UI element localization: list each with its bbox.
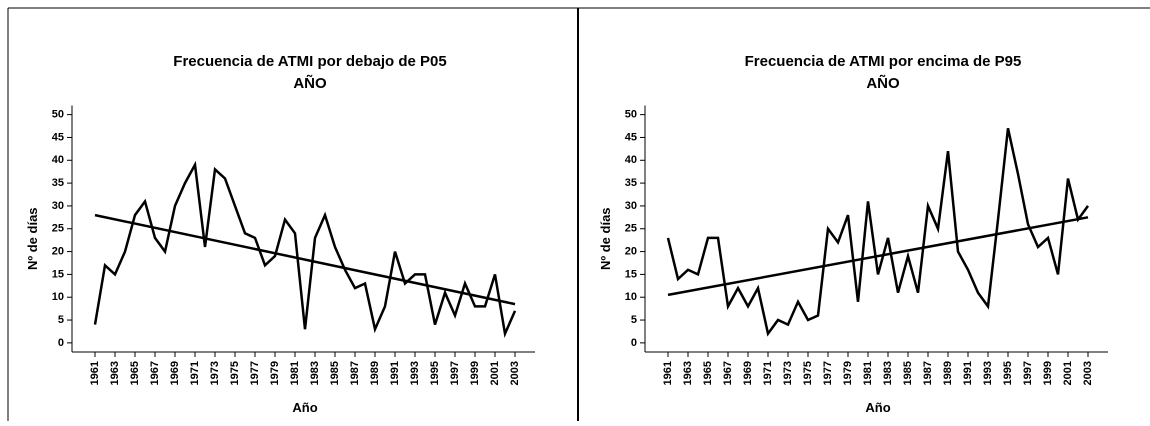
x-tick-label: 1975	[229, 361, 241, 385]
x-tick-label: 2003	[509, 361, 521, 385]
x-tick-label: 1995	[1002, 361, 1014, 385]
y-tick-label: 25	[52, 223, 64, 235]
x-tick-label: 1997	[449, 361, 461, 385]
y-tick-label: 5	[58, 314, 64, 326]
x-tick-label: 1973	[782, 361, 794, 385]
chart-subtitle: AÑO	[866, 74, 900, 92]
x-tick-label: 1983	[309, 361, 321, 385]
y-tick-label: 25	[625, 223, 637, 235]
trend-line	[667, 216, 1089, 297]
x-axis-label: Año	[292, 400, 317, 415]
x-tick-label: 1967	[149, 361, 161, 385]
x-tick-label: 1989	[369, 361, 381, 385]
chart-title: Frecuencia de ATMI por encima de P95	[745, 53, 1022, 70]
x-tick-label: 1969	[169, 361, 181, 385]
x-tick-label: 1973	[209, 361, 221, 385]
x-tick-label: 1977	[822, 361, 834, 385]
y-tick-label: 5	[631, 314, 637, 326]
y-tick-label: 0	[631, 337, 637, 349]
y-tick-label: 45	[625, 131, 637, 143]
y-tick-label: 0	[58, 337, 64, 349]
chart-title: Frecuencia de ATMI por debajo de P05	[173, 53, 446, 70]
x-tick-label: 2003	[1082, 361, 1094, 385]
y-axis-label: Nº de días	[25, 207, 40, 270]
x-tick-label: 1975	[802, 361, 814, 385]
y-tick-label: 20	[625, 245, 637, 257]
x-tick-label: 1963	[109, 361, 121, 385]
x-tick-label: 1993	[982, 361, 994, 385]
y-tick-label: 35	[52, 177, 64, 189]
x-tick-label: 2001	[1062, 361, 1074, 385]
x-tick-label: 1995	[429, 361, 441, 385]
x-tick-label: 1985	[902, 361, 914, 385]
y-tick-label: 40	[52, 154, 64, 166]
x-tick-label: 1963	[682, 361, 694, 385]
x-tick-label: 1987	[922, 361, 934, 385]
x-tick-label: 1961	[89, 361, 101, 385]
x-tick-label: 1971	[189, 361, 201, 385]
x-tick-label: 1965	[129, 361, 141, 385]
x-axis-label: Año	[865, 400, 890, 415]
x-tick-label: 1999	[1042, 361, 1054, 385]
y-axis-label: Nº de días	[598, 207, 613, 270]
y-tick-label: 15	[52, 268, 64, 280]
x-tick-label: 1979	[269, 361, 281, 385]
y-tick-label: 30	[625, 200, 637, 212]
x-tick-label: 1999	[469, 361, 481, 385]
y-tick-label: 40	[625, 154, 637, 166]
y-tick-label: 15	[625, 268, 637, 280]
x-tick-label: 1993	[409, 361, 421, 385]
x-tick-label: 1961	[662, 361, 674, 385]
trend-line	[94, 213, 516, 306]
chart-subtitle: AÑO	[293, 74, 327, 92]
y-tick-label: 10	[625, 291, 637, 303]
y-tick-label: 45	[52, 131, 64, 143]
y-tick-label: 20	[52, 245, 64, 257]
x-tick-label: 1985	[329, 361, 341, 385]
x-tick-label: 1979	[842, 361, 854, 385]
x-tick-label: 1965	[702, 361, 714, 385]
x-tick-label: 1971	[762, 361, 774, 385]
y-tick-label: 10	[52, 291, 64, 303]
x-tick-label: 1967	[722, 361, 734, 385]
y-tick-label: 50	[52, 109, 64, 121]
y-tick-label: 30	[52, 200, 64, 212]
x-tick-label: 1981	[862, 361, 874, 385]
x-tick-label: 1997	[1022, 361, 1034, 385]
x-tick-label: 1969	[742, 361, 754, 385]
x-tick-label: 1977	[249, 361, 261, 385]
data-line	[93, 160, 517, 339]
x-tick-label: 1981	[289, 361, 301, 385]
x-tick-label: 1991	[389, 361, 401, 385]
x-tick-label: 1991	[962, 361, 974, 385]
x-tick-label: 2001	[489, 361, 501, 385]
data-line	[666, 128, 1090, 337]
y-tick-label: 50	[625, 109, 637, 121]
x-tick-label: 1983	[882, 361, 894, 385]
y-tick-label: 35	[625, 177, 637, 189]
x-tick-label: 1989	[942, 361, 954, 385]
x-tick-label: 1987	[349, 361, 361, 385]
